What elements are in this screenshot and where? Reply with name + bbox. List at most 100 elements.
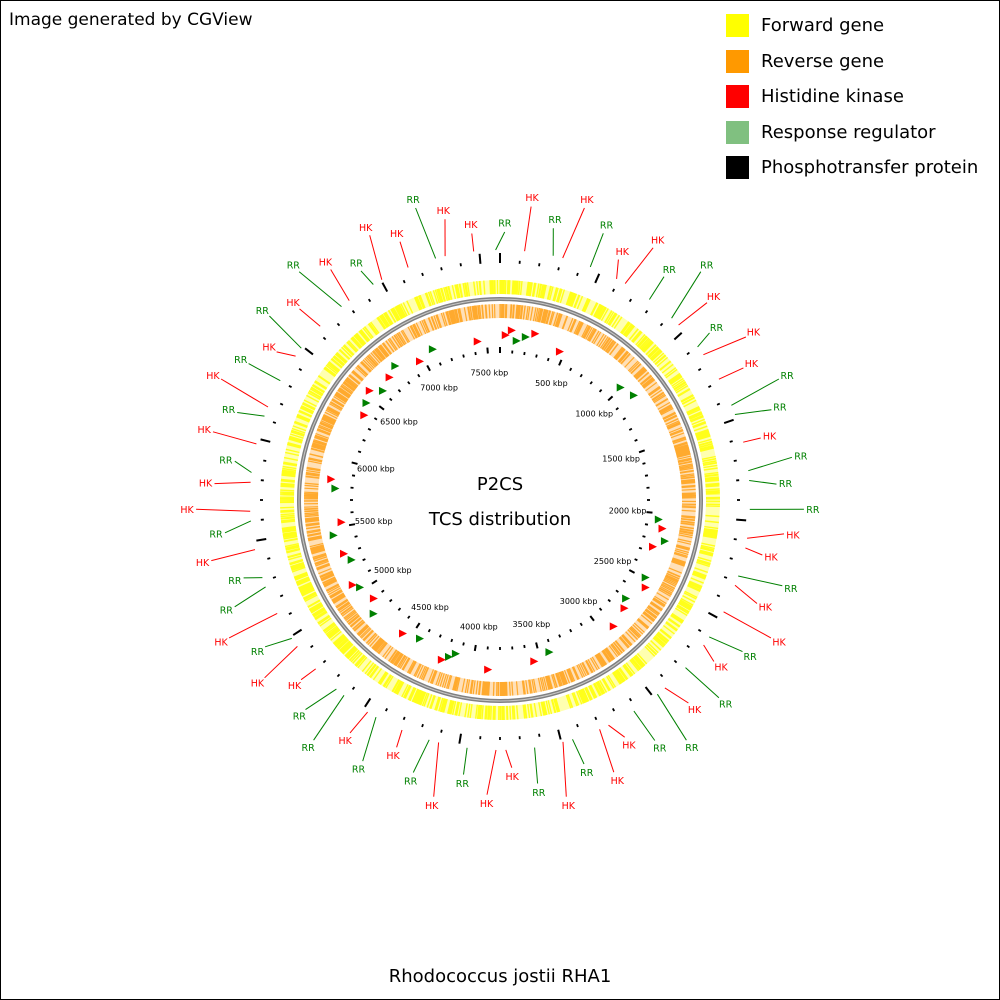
rr-leader-line bbox=[697, 332, 710, 348]
hk-leader-line bbox=[211, 549, 256, 562]
rr-marker bbox=[641, 573, 650, 582]
outer-tick bbox=[402, 716, 406, 721]
hk-marker bbox=[531, 329, 540, 338]
legend-swatch-response-regulator bbox=[726, 120, 749, 144]
inner-tick bbox=[642, 462, 646, 465]
rr-marker bbox=[616, 383, 625, 392]
hk-label: HK bbox=[525, 193, 539, 204]
hk-leader-line bbox=[562, 741, 567, 797]
hk-leader-line bbox=[212, 431, 257, 445]
hk-marker bbox=[369, 594, 378, 603]
inner-tick bbox=[598, 607, 603, 611]
rr-marker bbox=[521, 333, 530, 342]
rr-leader-line bbox=[589, 233, 604, 268]
rr-label: RR bbox=[498, 219, 512, 230]
outer-tick bbox=[673, 331, 683, 341]
hk-label: HK bbox=[425, 801, 439, 812]
hk-marker bbox=[339, 549, 348, 558]
inner-tick bbox=[638, 546, 643, 550]
hk-label: HK bbox=[651, 236, 665, 247]
rr-label: RR bbox=[220, 606, 234, 617]
tick-label: 6500 kbp bbox=[380, 417, 418, 426]
hk-label: HK bbox=[198, 425, 212, 436]
hk-label: HK bbox=[251, 679, 265, 690]
inner-tick bbox=[634, 558, 638, 562]
rr-leader-line bbox=[234, 586, 266, 608]
kbp-ticks: 500 kbp 1000 kbp 1500 kbp 2000 kbp 2500 kbp 3… bbox=[256, 253, 747, 744]
tick-label: 5000 kbp bbox=[374, 566, 412, 575]
outer-tick bbox=[267, 557, 271, 560]
rr-label: RR bbox=[301, 743, 315, 754]
hk-label: HK bbox=[339, 736, 353, 747]
hk-marker bbox=[416, 357, 424, 366]
hk-label: HK bbox=[764, 552, 778, 563]
rr-label: RR bbox=[234, 355, 248, 366]
hk-label: HK bbox=[464, 220, 478, 231]
inner-tick bbox=[389, 598, 393, 603]
hk-leader-line bbox=[723, 611, 772, 639]
outer-tick bbox=[729, 440, 733, 443]
outer-tick bbox=[279, 402, 284, 406]
outer-tick bbox=[612, 288, 616, 292]
hk-label: HK bbox=[286, 298, 300, 309]
hk-leader-line bbox=[264, 646, 298, 679]
rr-leader-line bbox=[749, 480, 777, 485]
rr-marker bbox=[378, 386, 387, 395]
outer-tick bbox=[310, 644, 314, 649]
hk-marker bbox=[399, 629, 408, 638]
hk-label: HK bbox=[622, 741, 636, 752]
hk-marker bbox=[365, 386, 374, 395]
tick-label: 6000 kbp bbox=[357, 465, 395, 474]
inner-tick bbox=[634, 438, 638, 442]
hk-label: HK bbox=[437, 206, 451, 217]
inner-tick bbox=[473, 644, 477, 652]
hk-leader-line bbox=[369, 235, 383, 280]
outer-tick bbox=[304, 347, 314, 356]
inner-tick bbox=[389, 397, 393, 402]
rr-leader-line bbox=[305, 688, 337, 711]
backbone-highlight bbox=[298, 298, 702, 702]
rr-label: RR bbox=[794, 452, 808, 463]
outer-tick bbox=[723, 418, 734, 424]
hk-marker bbox=[530, 657, 539, 666]
hk-leader-line bbox=[214, 481, 251, 485]
legend-swatch-reverse-gene bbox=[726, 49, 749, 73]
inner-tick bbox=[569, 628, 573, 633]
hk-label: HK bbox=[319, 258, 333, 269]
rr-label: RR bbox=[600, 220, 614, 231]
legend-label-phosphotransfer-protein: Phosphotransfer protein bbox=[761, 157, 979, 179]
inner-tick bbox=[397, 607, 402, 611]
rr-label: RR bbox=[548, 215, 562, 226]
rr-leader-line bbox=[224, 520, 252, 534]
inner-tick bbox=[628, 427, 633, 431]
rr-label: RR bbox=[404, 777, 418, 788]
inner-tick bbox=[415, 622, 421, 629]
inner-tick bbox=[535, 354, 538, 358]
outer-tick bbox=[644, 310, 649, 314]
rr-label: RR bbox=[219, 455, 233, 466]
inner-tick bbox=[558, 359, 563, 366]
hk-label: HK bbox=[707, 292, 721, 303]
rr-leader-line bbox=[734, 409, 772, 415]
rr-marker bbox=[629, 391, 638, 400]
rr-marker bbox=[356, 583, 365, 592]
legend-label-reverse-gene: Reverse gene bbox=[761, 50, 885, 72]
outer-tick bbox=[402, 279, 406, 284]
hk-label: HK bbox=[763, 432, 777, 443]
outer-tick bbox=[272, 421, 277, 424]
hk-leader-line bbox=[608, 724, 625, 738]
rr-leader-line bbox=[463, 747, 468, 775]
outer-tick bbox=[716, 594, 721, 598]
hk-leader-line bbox=[396, 729, 403, 748]
tick-label: 3000 kbp bbox=[560, 597, 598, 606]
hk-label: HK bbox=[288, 681, 302, 692]
rr-leader-line bbox=[685, 667, 720, 699]
rr-label: RR bbox=[228, 576, 242, 587]
hk-leader-line bbox=[220, 378, 269, 408]
rr-leader-line bbox=[298, 271, 342, 307]
inner-tick bbox=[397, 389, 402, 393]
inner-tick bbox=[589, 615, 595, 622]
rr-marker bbox=[369, 609, 378, 618]
hk-marker bbox=[507, 326, 516, 335]
hk-label: HK bbox=[745, 359, 759, 370]
